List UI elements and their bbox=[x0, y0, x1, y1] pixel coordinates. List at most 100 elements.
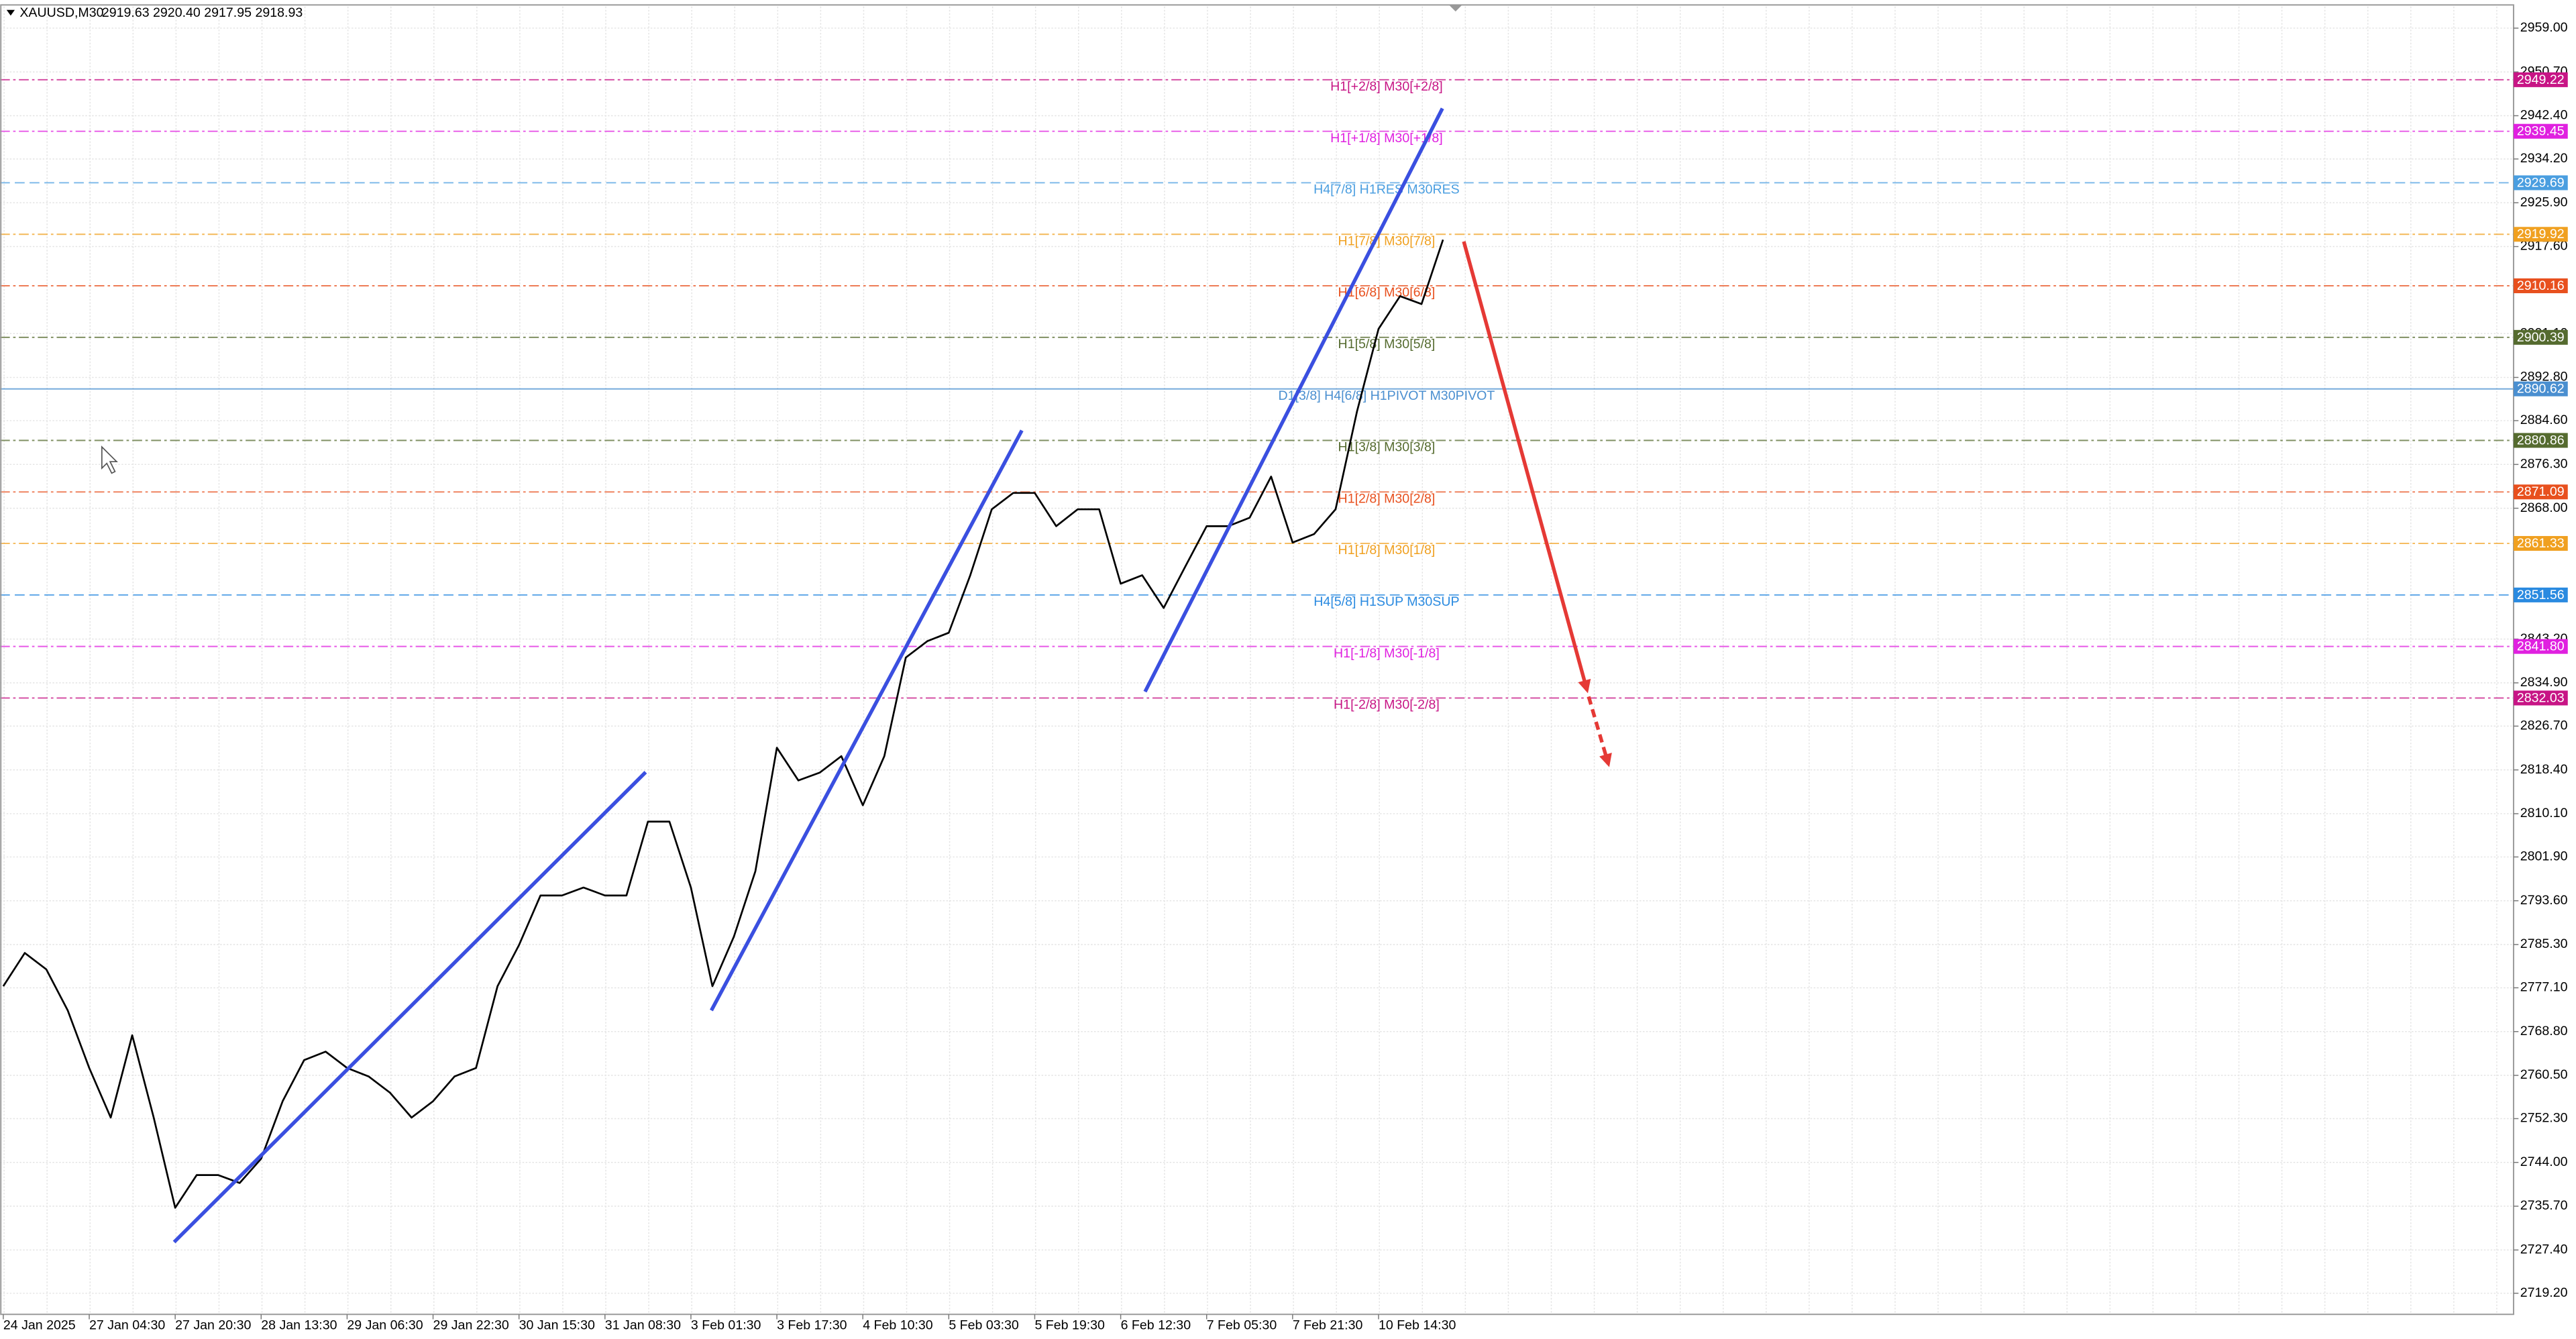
price-tag-label: 2871.09 bbox=[2517, 484, 2565, 499]
y-tick-label: 2834.90 bbox=[2520, 675, 2568, 690]
quote: 2919.63 2920.40 2917.95 2918.93 bbox=[102, 5, 303, 20]
mouse-cursor bbox=[101, 445, 118, 474]
y-tick-label: 2777.10 bbox=[2520, 980, 2568, 995]
arrow-solid bbox=[1462, 241, 1591, 694]
price-tag bbox=[2513, 484, 2568, 500]
price-tag bbox=[2513, 72, 2568, 87]
price-tag bbox=[2513, 433, 2568, 448]
level-label: D1[3/8] H4[6/8] H1PIVOT M30PIVOT bbox=[1279, 388, 1495, 403]
level-label: H1[2/8] M30[2/8] bbox=[1338, 491, 1436, 506]
shift-marker bbox=[1449, 5, 1462, 12]
x-tick-label: 7 Feb 05:30 bbox=[1207, 1318, 1277, 1333]
price-tag-label: 2861.33 bbox=[2517, 536, 2565, 551]
y-tick-label: 2735.70 bbox=[2520, 1198, 2568, 1213]
header: XAUUSD,M30 2919.63 2920.40 2917.95 2918.… bbox=[6, 5, 303, 20]
y-tick-label: 2719.20 bbox=[2520, 1285, 2568, 1300]
price-tag bbox=[2513, 329, 2568, 345]
y-tick-label: 2917.60 bbox=[2520, 239, 2568, 254]
level-label: H1[-2/8] M30[-2/8] bbox=[1334, 698, 1440, 712]
y-tick-label: 2785.30 bbox=[2520, 936, 2568, 951]
x-tick-label: 3 Feb 17:30 bbox=[777, 1318, 847, 1333]
y-tick-label: 2760.50 bbox=[2520, 1067, 2568, 1082]
level-label: H4[5/8] H1SUP M30SUP bbox=[1313, 594, 1459, 609]
y-tick-label: 2818.40 bbox=[2520, 762, 2568, 777]
price-tag-label: 2939.45 bbox=[2517, 124, 2565, 139]
forecast-arrow bbox=[1462, 241, 1612, 767]
x-tick-label: 27 Jan 20:30 bbox=[175, 1318, 251, 1333]
y-tick-label: 2752.30 bbox=[2520, 1111, 2568, 1126]
level-label: H1[+2/8] M30[+2/8] bbox=[1330, 79, 1443, 94]
y-tick-label: 2925.90 bbox=[2520, 195, 2568, 209]
vertical-grid bbox=[0, 5, 2514, 1315]
x-tick-label: 3 Feb 01:30 bbox=[691, 1318, 761, 1333]
price-tag bbox=[2513, 278, 2568, 294]
y-tick-label: 2801.90 bbox=[2520, 849, 2568, 864]
price-tag-label: 2929.69 bbox=[2517, 175, 2565, 190]
price-tag-label: 2949.22 bbox=[2517, 72, 2565, 87]
price bbox=[2, 239, 1444, 1209]
x-tick-label: 29 Jan 06:30 bbox=[347, 1318, 423, 1333]
x-tick-label: 5 Feb 03:30 bbox=[949, 1318, 1019, 1333]
x-tick-label: 29 Jan 22:30 bbox=[433, 1318, 509, 1333]
trend-line bbox=[172, 771, 647, 1244]
y-tick-label: 2892.80 bbox=[2520, 370, 2568, 384]
y-tick-label: 2868.00 bbox=[2520, 500, 2568, 515]
level-label: H1[1/8] M30[1/8] bbox=[1338, 543, 1436, 557]
x-tick-label: 5 Feb 19:30 bbox=[1034, 1318, 1105, 1333]
x-tick-label: 30 Jan 15:30 bbox=[519, 1318, 595, 1333]
price-tag bbox=[2513, 381, 2568, 396]
price-tag-label: 2910.16 bbox=[2517, 278, 2565, 293]
x-tick-label: 4 Feb 10:30 bbox=[863, 1318, 933, 1333]
price-line bbox=[2, 239, 1444, 1209]
price-tag bbox=[2513, 639, 2568, 654]
y-tick-label: 2810.10 bbox=[2520, 806, 2568, 820]
price-tag-label: 2919.92 bbox=[2517, 227, 2565, 242]
x-tick-label: 31 Jan 08:30 bbox=[605, 1318, 681, 1333]
y-tick-label: 2876.30 bbox=[2520, 456, 2568, 471]
price-tag-label: 2880.86 bbox=[2517, 433, 2565, 447]
levels: H1[+2/8] M30[+2/8] H1[+1/8] M30[+1/8] H4[7… bbox=[0, 78, 2514, 712]
price-tag bbox=[2513, 175, 2568, 191]
level-label: H1[-1/8] M30[-1/8] bbox=[1334, 646, 1440, 661]
symbol: XAUUSD,M30 bbox=[19, 5, 103, 20]
y-tick-label: 2768.80 bbox=[2520, 1024, 2568, 1038]
price-tag bbox=[2513, 227, 2568, 242]
y-tick-label: 2942.40 bbox=[2520, 108, 2568, 123]
x-tick-label: 28 Jan 13:30 bbox=[261, 1318, 337, 1333]
y-tick-label: 2826.70 bbox=[2520, 718, 2568, 733]
price-tag-label: 2851.56 bbox=[2517, 588, 2565, 602]
y-tick-label: 2744.00 bbox=[2520, 1155, 2568, 1169]
menu-triangle bbox=[6, 9, 15, 16]
price-tag bbox=[2513, 536, 2568, 551]
x-tick-label: 24 Jan 2025 bbox=[3, 1318, 76, 1333]
level-label: H4[7/8] H1RES M30RES bbox=[1313, 182, 1460, 197]
plot-frame bbox=[0, 4, 2514, 1316]
x-tick-label: 27 Jan 04:30 bbox=[89, 1318, 165, 1333]
x-tick-label: 10 Feb 14:30 bbox=[1379, 1318, 1456, 1333]
y-tick-label: 2727.40 bbox=[2520, 1242, 2568, 1256]
price-tag-label: 2832.03 bbox=[2517, 690, 2565, 705]
x-tick-label: 6 Feb 12:30 bbox=[1121, 1318, 1191, 1333]
trend-lines bbox=[172, 107, 1444, 1244]
price-tag-label: 2841.80 bbox=[2517, 639, 2565, 654]
level-label: H1[+1/8] M30[+1/8] bbox=[1330, 131, 1443, 146]
level-label: H1[3/8] M30[3/8] bbox=[1338, 440, 1436, 455]
level-label: H1[6/8] M30[6/8] bbox=[1338, 285, 1436, 300]
axes: 2959.002950.702942.402934.202925.902917.… bbox=[3, 20, 2568, 1333]
price-tag bbox=[2513, 690, 2568, 706]
price-tag-label: 2890.62 bbox=[2517, 382, 2565, 396]
grid bbox=[0, 28, 2514, 1294]
arrow-dashed bbox=[1587, 696, 1612, 767]
trend-line bbox=[1143, 107, 1444, 693]
trend-line bbox=[710, 429, 1024, 1012]
level-label: H1[7/8] M30[7/8] bbox=[1338, 233, 1436, 248]
x-tick-label: 7 Feb 21:30 bbox=[1293, 1318, 1363, 1333]
price-tag-label: 2900.39 bbox=[2517, 330, 2565, 345]
y-tick-label: 2884.60 bbox=[2520, 413, 2568, 427]
y-tick-label: 2934.20 bbox=[2520, 151, 2568, 166]
level-label: H1[5/8] M30[5/8] bbox=[1338, 337, 1436, 352]
y-tick-label: 2793.60 bbox=[2520, 893, 2568, 908]
price-tag bbox=[2513, 587, 2568, 602]
